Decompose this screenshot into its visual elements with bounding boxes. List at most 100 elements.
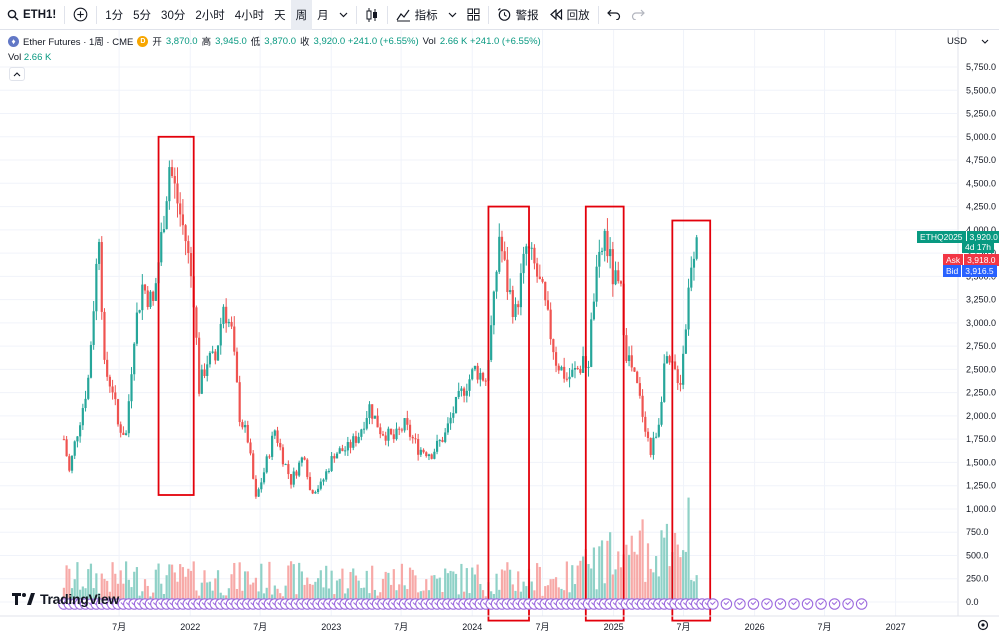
dividend-marker-icon[interactable] [842,598,854,610]
volume-bar [325,565,328,602]
candle-body [492,291,495,326]
volume-bar [111,562,114,602]
dividend-marker-icon[interactable] [734,598,746,610]
volume-bar [468,593,471,602]
dividend-marker-icon[interactable] [720,598,733,610]
volume-bar [652,572,655,602]
dividend-marker-icon[interactable] [707,598,719,610]
dividend-marker-icon[interactable] [801,598,814,610]
highlight-box [487,205,530,622]
candle-body [184,225,187,242]
volume-bar [170,564,174,602]
interval-dropdown[interactable] [334,0,353,30]
volume-bar [595,589,598,602]
volume-bar [568,592,571,602]
interval-day[interactable]: 天 [274,9,286,22]
volume-bar [538,566,541,602]
price-axis[interactable]: 5,750.0 5,500.0 5,250.0 5,000.0 4,750.0 4,500… [966,62,996,607]
tradingview-logo[interactable]: TradingView [12,591,119,607]
candle-body [243,424,247,428]
indicators-button[interactable]: 指标 [391,0,443,30]
interval-4h[interactable]: 4小时 [234,9,265,22]
volume-bar [379,592,382,602]
volume-bar [168,564,171,602]
volume-bar [154,569,157,602]
event-markers[interactable] [58,598,868,610]
dividend-marker-icon[interactable] [747,598,760,610]
volume-bar [230,574,233,602]
candle-body [473,365,477,370]
candle-body [457,390,460,397]
volume-bar [87,569,90,602]
dividend-marker-icon[interactable] [828,598,841,610]
volume-bar [609,532,612,602]
add-symbol-button[interactable] [68,0,93,30]
layout-button[interactable] [462,0,485,30]
candle-body [73,441,76,456]
volume-bar [606,540,609,602]
series-title[interactable]: Ether Futures · 1周 · CME [23,37,134,48]
volume-bar [146,585,149,602]
price-tick-label: 0.0 [966,597,979,607]
symbol-search[interactable]: ETH1! [0,0,61,30]
interval-5m[interactable]: 5分 [133,9,152,22]
candle-body [668,356,671,363]
volume-bar [400,563,404,602]
volume-bar [344,593,347,602]
volume-bar [573,584,577,602]
volume-bar [611,574,614,602]
dividend-marker-icon[interactable] [788,598,800,610]
volume-bar [262,593,266,602]
volume-legend-label[interactable]: Vol [8,52,22,63]
time-tick-label: 2027 [886,622,906,632]
time-axis[interactable]: 7月 2022 7月 2023 7月 2024 7月 2025 7月 2026 7月 2027 [112,622,905,632]
candle-body [219,323,222,346]
candle-body [571,369,574,377]
dividend-marker-icon[interactable] [761,598,773,610]
volume-bar [211,590,214,602]
collapse-legend-button[interactable] [9,67,25,81]
dividend-marker-icon[interactable] [855,598,868,610]
interval-30m[interactable]: 30分 [161,9,186,22]
volume-bar [73,579,76,602]
volume-bar [333,594,336,602]
alert-button[interactable]: 警报 [492,0,544,30]
volume-bar [427,590,431,602]
interval-1m[interactable]: 1分 [105,9,124,22]
candle-body [465,390,468,396]
undo-button[interactable] [602,0,626,30]
replay-button[interactable]: 回放 [544,0,595,30]
volume-bar [371,565,374,602]
redo-button[interactable] [626,0,650,30]
candle-body [655,436,658,438]
volume-bar [357,580,360,602]
currency-selector[interactable]: USD [947,36,989,47]
volume-bar [76,562,79,602]
candle-body [579,368,582,373]
candle-body [203,369,206,377]
dividend-marker-icon[interactable] [774,598,787,610]
settings-gear-icon[interactable] [977,619,989,631]
interval-2h[interactable]: 2小时 [195,9,225,22]
volume-bar [563,590,566,602]
candle-body [660,401,663,425]
chart-type-button[interactable] [360,0,384,30]
volume-bar [173,572,176,602]
candle-body [365,417,368,429]
dividend-marker-icon[interactable] [815,598,827,610]
interval-month[interactable]: 月 [317,9,329,22]
candle-body [198,337,201,394]
candle-body [390,428,393,435]
candle-body [400,429,404,431]
candle-body [160,232,163,263]
volume-bar [260,563,263,602]
candle-body [519,273,523,308]
interval-week[interactable]: 周 [290,0,313,30]
price-tick-label: 1,000.0 [966,504,996,514]
volume-bar [519,591,523,602]
time-tick-label: 7月 [253,622,267,632]
delayed-badge[interactable]: D [137,35,149,47]
indicators-dropdown[interactable] [443,0,462,30]
volume-bar [419,591,422,602]
